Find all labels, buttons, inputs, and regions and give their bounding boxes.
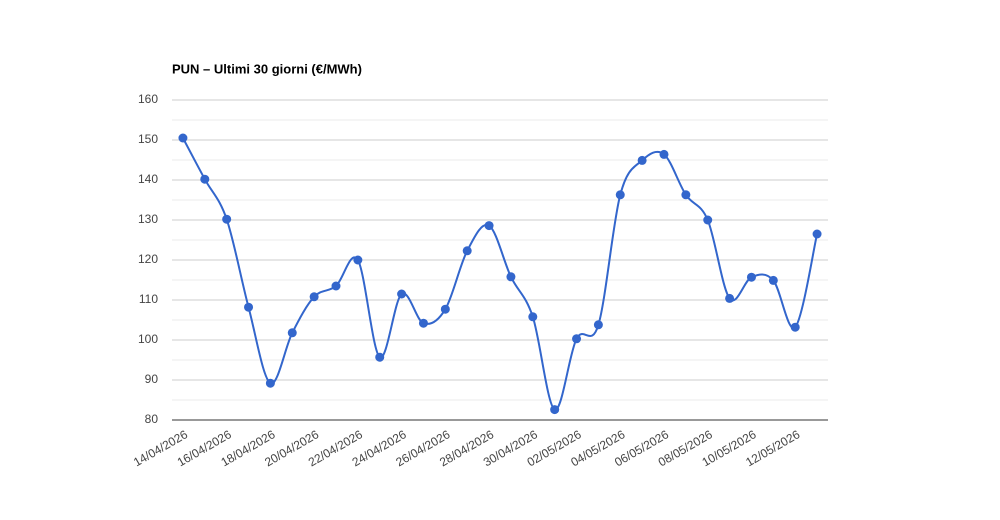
point xyxy=(353,255,363,265)
y-tick-label: 100 xyxy=(138,332,158,346)
point xyxy=(309,292,319,302)
y-tick-label: 130 xyxy=(138,212,158,226)
point xyxy=(462,246,472,256)
point xyxy=(222,214,232,224)
point xyxy=(593,320,603,330)
y-tick-label: 120 xyxy=(138,252,158,266)
chart-title: PUN – Ultimi 30 giorni (€/MWh) xyxy=(172,61,362,76)
point xyxy=(178,133,188,143)
point xyxy=(572,334,582,344)
point xyxy=(746,272,756,282)
point xyxy=(790,322,800,332)
y-tick-label: 110 xyxy=(139,292,158,306)
point xyxy=(725,293,735,303)
point xyxy=(550,405,560,415)
point xyxy=(440,304,450,314)
line xyxy=(182,137,819,411)
point xyxy=(418,318,428,328)
point xyxy=(287,328,297,338)
point xyxy=(703,215,713,225)
point xyxy=(681,190,691,200)
point xyxy=(506,272,516,282)
point xyxy=(331,281,341,291)
point xyxy=(200,174,210,184)
point xyxy=(528,312,538,322)
point xyxy=(768,275,778,285)
point xyxy=(812,229,822,239)
point xyxy=(397,289,407,299)
y-tick-label: 150 xyxy=(138,132,158,146)
point xyxy=(637,155,647,165)
y-tick-label: 90 xyxy=(145,372,159,386)
point xyxy=(265,378,275,388)
point xyxy=(659,149,669,159)
y-tick-label: 160 xyxy=(138,92,158,106)
point xyxy=(615,190,625,200)
y-tick-label: 140 xyxy=(138,172,158,186)
point xyxy=(244,302,254,312)
point xyxy=(484,221,494,231)
y-tick-label: 80 xyxy=(145,412,159,426)
point xyxy=(375,352,385,362)
